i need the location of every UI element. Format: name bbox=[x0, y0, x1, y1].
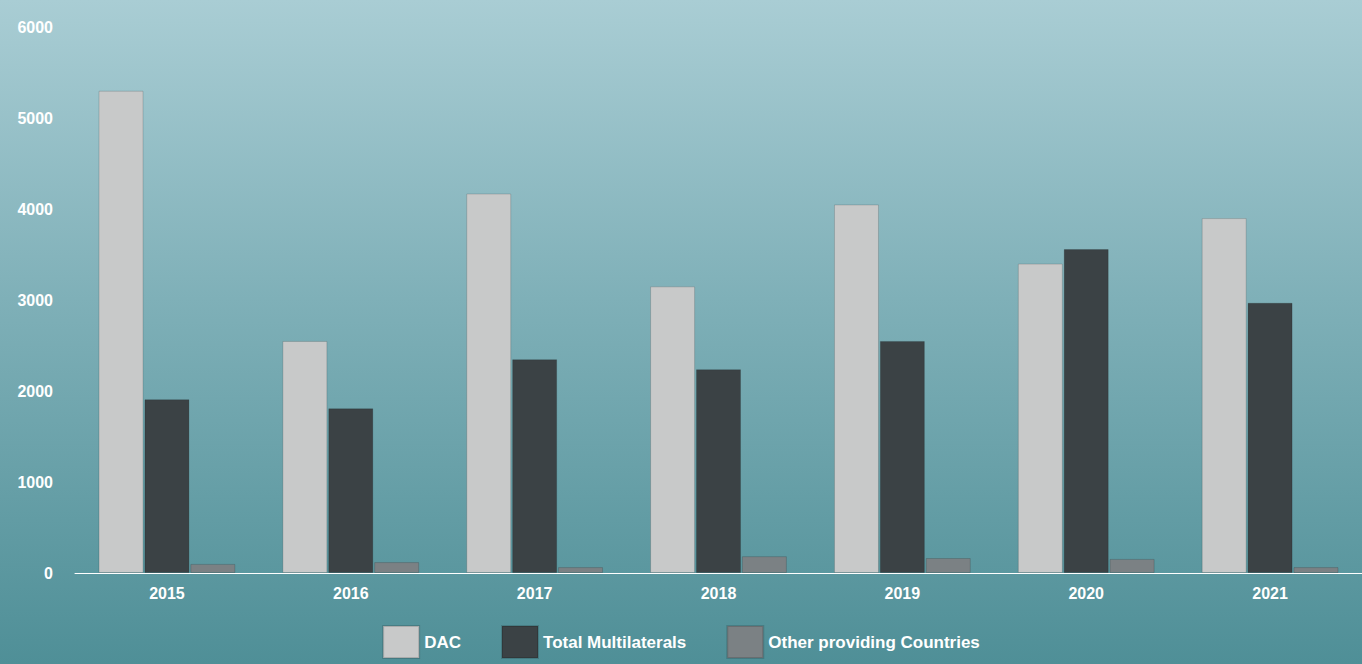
svg-text:2017: 2017 bbox=[517, 585, 553, 602]
svg-text:1000: 1000 bbox=[17, 474, 53, 491]
svg-text:2018: 2018 bbox=[701, 585, 737, 602]
svg-text:3000: 3000 bbox=[17, 292, 53, 309]
svg-text:5000: 5000 bbox=[17, 110, 53, 127]
svg-text:2015: 2015 bbox=[149, 585, 185, 602]
svg-text:2000: 2000 bbox=[17, 383, 53, 400]
svg-text:2020: 2020 bbox=[1068, 585, 1104, 602]
svg-text:2016: 2016 bbox=[333, 585, 369, 602]
svg-text:4000: 4000 bbox=[17, 201, 53, 218]
svg-text:Other providing Countries: Other providing Countries bbox=[768, 633, 980, 652]
svg-text:2019: 2019 bbox=[885, 585, 921, 602]
svg-text:Total Multilaterals: Total Multilaterals bbox=[543, 633, 686, 652]
svg-text:2021: 2021 bbox=[1252, 585, 1288, 602]
svg-text:6000: 6000 bbox=[17, 19, 53, 36]
svg-text:DAC: DAC bbox=[424, 633, 461, 652]
svg-text:0: 0 bbox=[44, 565, 53, 582]
